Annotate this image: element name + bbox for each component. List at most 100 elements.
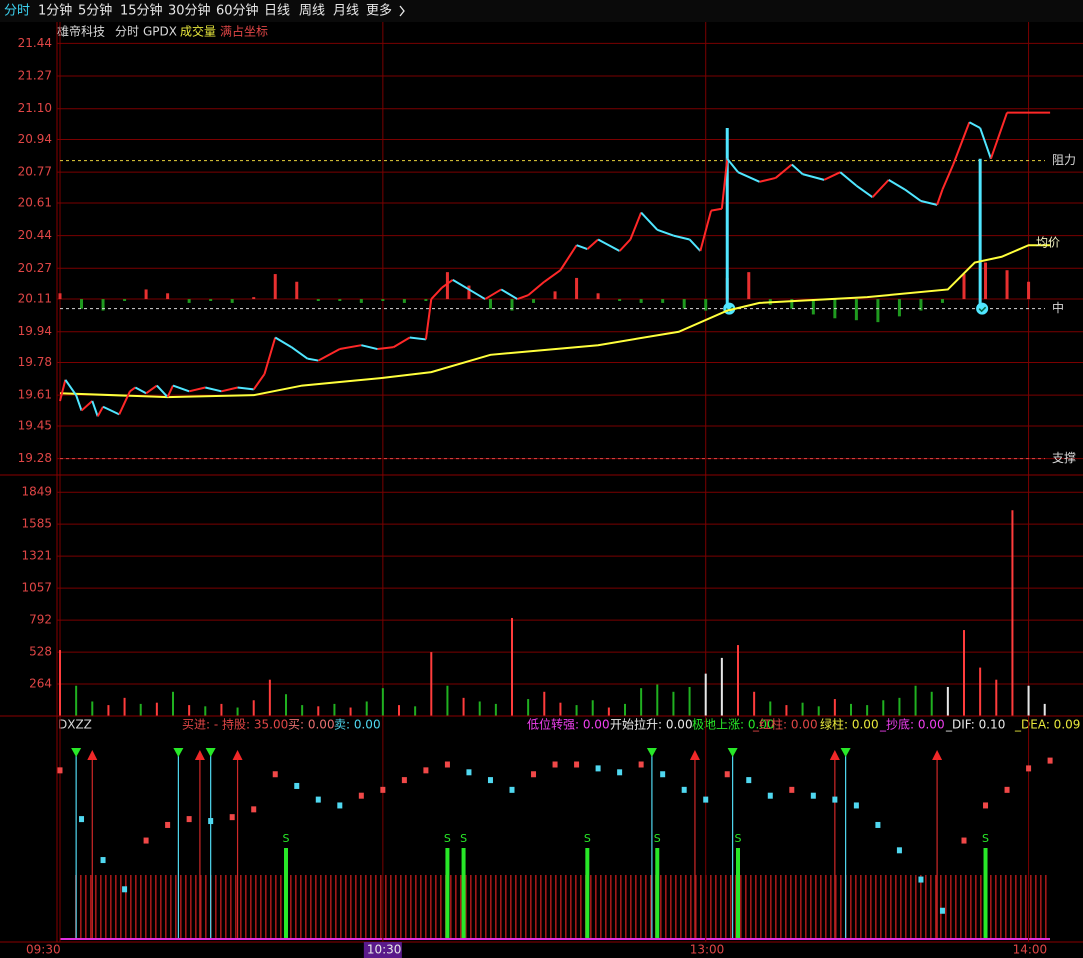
volume-bar	[172, 691, 174, 716]
y-tick-label: 792	[29, 613, 52, 627]
price-segment	[307, 357, 319, 362]
curve-point	[552, 761, 558, 768]
price-segment	[75, 394, 83, 411]
curve-point	[380, 786, 386, 793]
volume-bar	[995, 679, 998, 716]
price-segment	[839, 171, 858, 187]
momentum-bar	[359, 299, 363, 303]
y-tick-label: 21.27	[18, 69, 52, 83]
tab[interactable]: 月线	[333, 4, 359, 19]
y-tick-label: 21.10	[18, 101, 52, 115]
indicator-label: _DEA: 0.09	[1014, 718, 1080, 732]
tab[interactable]: 1分钟	[38, 3, 72, 19]
price-segment	[468, 288, 486, 300]
volume-bar	[833, 699, 836, 716]
momentum-bar	[876, 299, 880, 323]
momentum-bar	[402, 299, 406, 303]
price-segment	[484, 288, 502, 300]
y-tick-label: 20.44	[18, 228, 52, 242]
s-bar	[983, 848, 988, 938]
volume-bar	[946, 686, 949, 716]
s-label: S	[460, 832, 467, 845]
indicator-label: 绿柱: 0.00	[820, 717, 879, 732]
x-tick-label: 13:00	[690, 943, 725, 957]
volume-bar	[543, 691, 546, 716]
volume-bar	[607, 707, 610, 716]
tab[interactable]: 5分钟	[78, 3, 112, 19]
volume-bar	[381, 688, 384, 716]
chevron[interactable]	[399, 5, 405, 17]
price-segment	[430, 286, 443, 300]
tab[interactable]: 60分钟	[216, 3, 259, 19]
tab[interactable]: 周线	[299, 4, 325, 19]
volume-bar	[462, 697, 465, 716]
volume-bar	[914, 685, 917, 716]
y-tick-label: 21.44	[18, 36, 52, 50]
buy_signals-marker	[829, 750, 840, 760]
price-segment	[543, 269, 562, 283]
momentum-bar	[940, 299, 944, 303]
price-segment	[656, 228, 674, 237]
volume-bar	[236, 707, 239, 716]
volume-bar	[1011, 510, 1014, 716]
tab[interactable]: 15分钟	[120, 3, 163, 19]
curve-point	[358, 792, 364, 799]
curve-point	[638, 761, 644, 768]
tab[interactable]: 日线	[264, 4, 290, 19]
price-segment	[936, 189, 944, 206]
curve-point	[983, 802, 989, 809]
price-segment	[188, 386, 206, 393]
volume-bar	[430, 652, 433, 716]
curve-point	[810, 792, 816, 799]
curve-point	[724, 771, 730, 778]
level-label: 阻力	[1052, 153, 1076, 167]
momentum-bar	[295, 281, 299, 300]
price-segment	[979, 127, 992, 160]
tab[interactable]: 30分钟	[168, 3, 211, 19]
volume-bar	[527, 699, 530, 716]
curve-point	[165, 821, 171, 828]
curve-point	[961, 837, 967, 844]
tick-highlight	[363, 942, 402, 958]
volume-bar	[252, 700, 255, 716]
momentum-bar	[854, 299, 858, 321]
price-segment	[888, 179, 906, 191]
curve-point	[466, 769, 472, 776]
tab[interactable]: 更多	[366, 3, 392, 19]
momentum-bar	[682, 299, 686, 309]
price-segment	[221, 386, 238, 393]
curve-point	[444, 761, 450, 768]
indicator-label: 买: 0.00	[288, 718, 335, 732]
price-segment	[96, 406, 104, 417]
price-segment	[59, 379, 67, 402]
indicator-label: 开始拉升: 0.00	[610, 717, 693, 732]
sell_signals-marker	[840, 748, 851, 757]
price-segment	[527, 280, 545, 296]
momentum-bar	[661, 299, 665, 303]
volume-bar	[672, 691, 675, 716]
s-bar	[736, 848, 740, 938]
momentum-bar	[273, 274, 277, 300]
momentum-bar	[919, 299, 923, 311]
curve-point	[896, 847, 902, 854]
momentum-bar	[596, 293, 600, 300]
s-bar	[461, 848, 466, 938]
volume-bar	[511, 617, 513, 716]
level-label: 支撑	[1052, 450, 1076, 465]
buy_signals-marker	[194, 750, 205, 760]
volume-bar	[575, 705, 578, 716]
curve-point	[918, 876, 924, 883]
momentum-bar	[252, 297, 256, 300]
curve-point	[100, 857, 106, 864]
tab[interactable]: 分时	[4, 4, 30, 19]
price-segment	[274, 336, 292, 348]
buy_signals-marker	[932, 750, 943, 760]
x-tick-label: 10:30	[367, 943, 402, 957]
volume-bar	[591, 700, 594, 716]
momentum-bar	[1005, 270, 1009, 300]
price-segment	[688, 238, 702, 252]
volume-bar	[785, 705, 788, 716]
s-bar	[585, 848, 590, 938]
header-label: 分时	[115, 25, 139, 39]
volume-bar	[656, 684, 659, 716]
